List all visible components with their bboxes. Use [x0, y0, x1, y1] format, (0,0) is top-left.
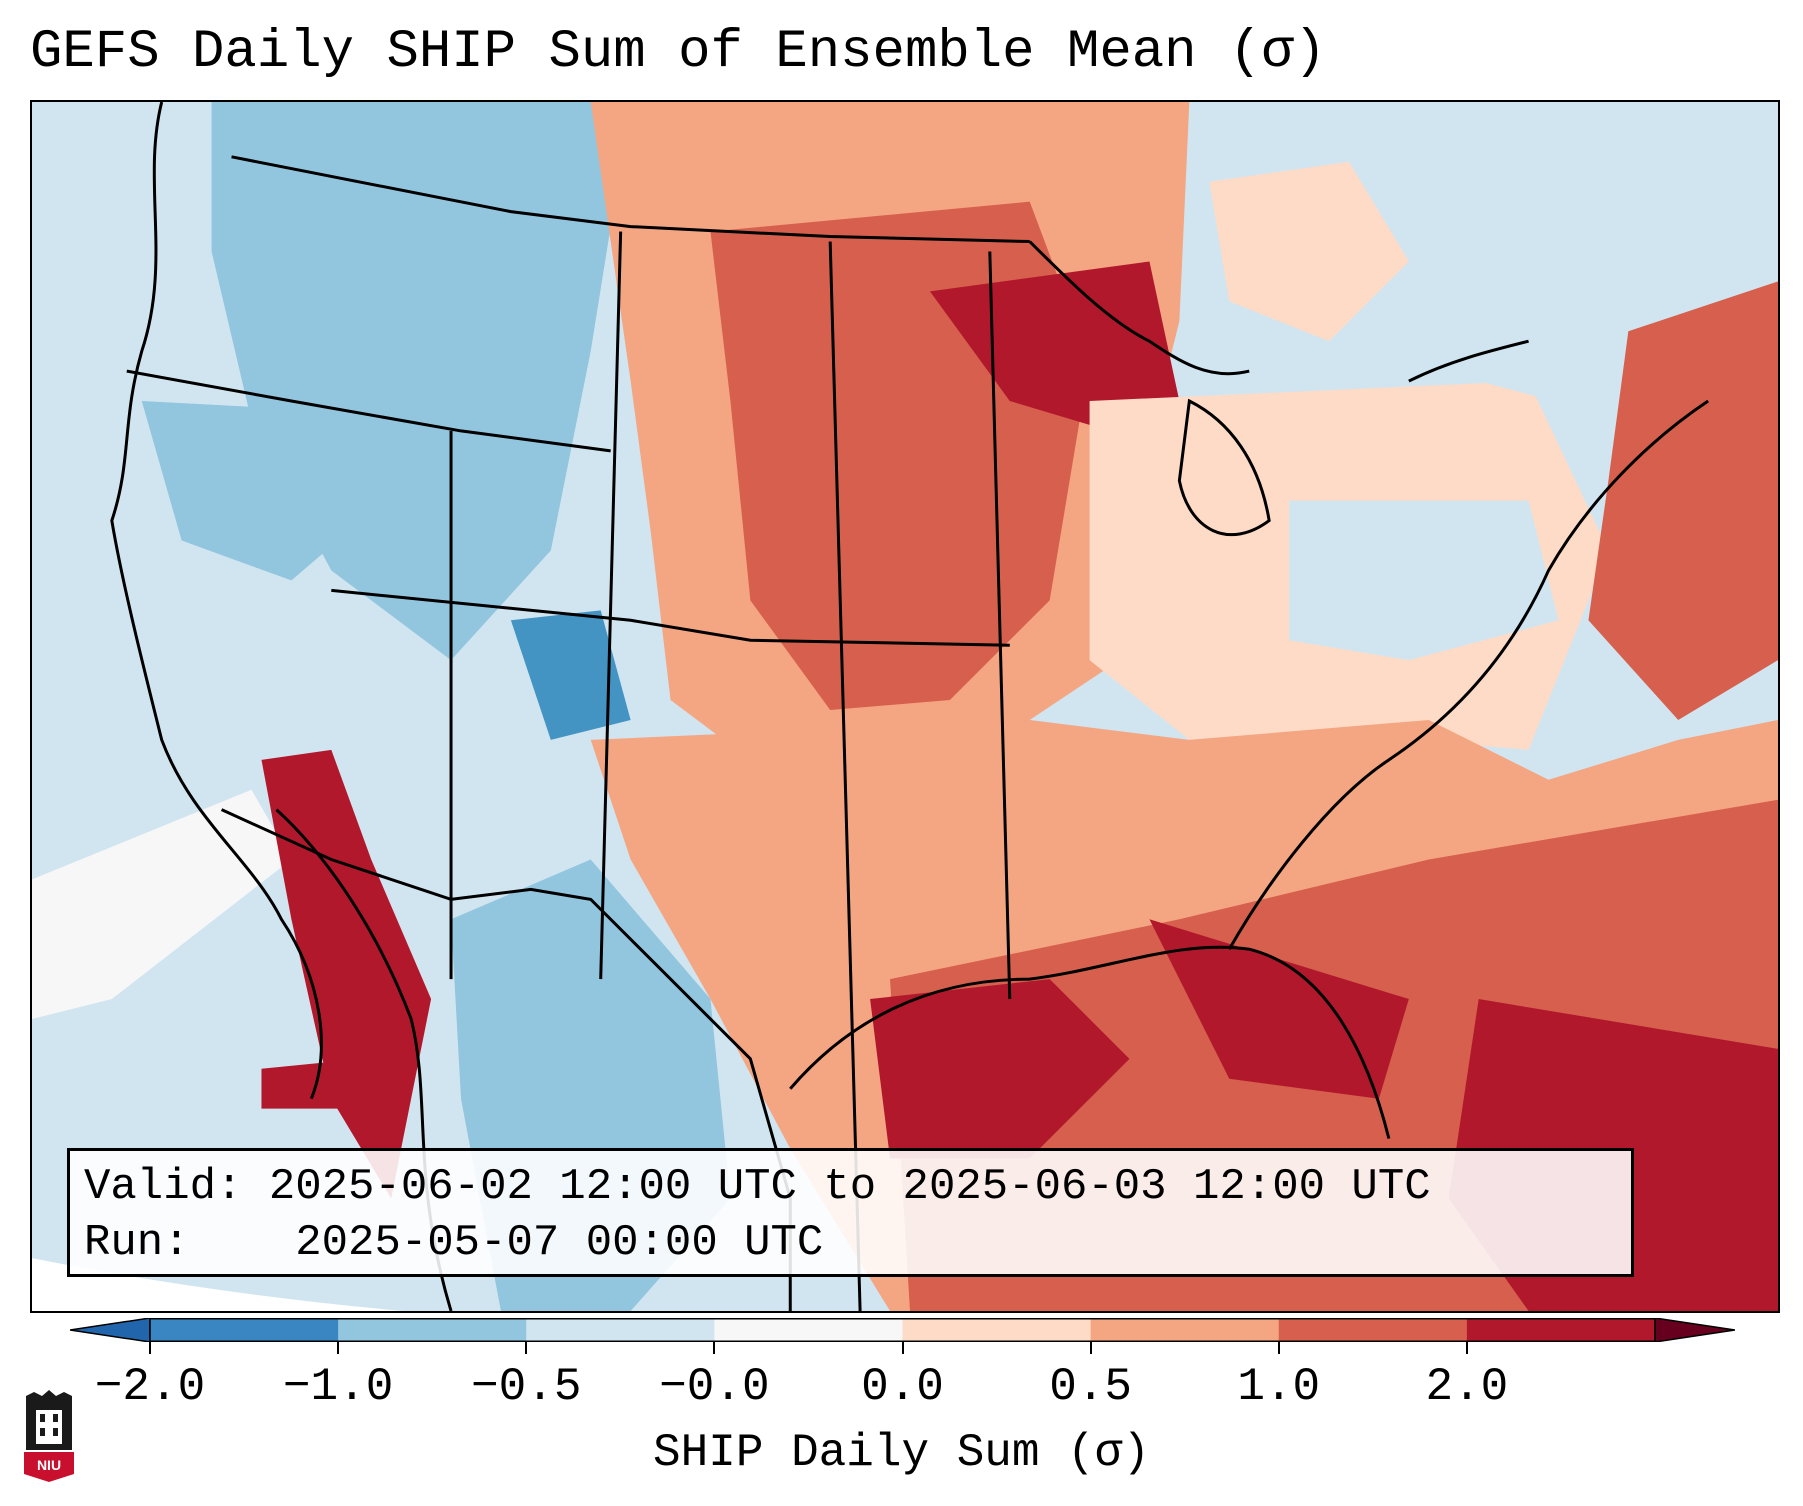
valid-label: Valid:: [84, 1162, 243, 1212]
colorbar-segment: [338, 1318, 527, 1342]
map-panel: [30, 100, 1780, 1313]
colorbar: [70, 1318, 1735, 1342]
logo-text: NIU: [37, 1457, 61, 1473]
ontario-lake-outline: [1408, 339, 1529, 383]
colorbar-label: SHIP Daily Sum (σ): [653, 1427, 1150, 1479]
colorbar-tick-mark: [337, 1342, 340, 1354]
colorbar-segment: [150, 1318, 339, 1342]
niu-logo: NIU: [24, 1390, 74, 1482]
logo-window: [36, 1410, 62, 1444]
projection-edge: [32, 1258, 404, 1311]
michigan-outline: [1177, 398, 1271, 537]
field-texas-coast-extreme: [870, 979, 1130, 1159]
mississippi-line: [988, 251, 1012, 1000]
mountain-meridian-2: [599, 231, 623, 980]
south-border-line: [331, 588, 1010, 647]
field-nevada-negative: [141, 401, 362, 581]
map-title: GEFS Daily SHIP Sum of Ensemble Mean (σ): [30, 22, 1327, 83]
valid-run-info-box: Valid: 2025-06-02 12:00 UTC to 2025-06-0…: [67, 1148, 1634, 1277]
colorbar-tick-label: −0.0: [659, 1361, 770, 1413]
colorbar-segment: [714, 1318, 903, 1342]
colorbar-tick-label: 2.0: [1425, 1361, 1509, 1413]
colorbar-under-arrow: [70, 1318, 151, 1342]
field-baja-extreme: [261, 749, 432, 1199]
gulf-coast-outline: [789, 945, 1391, 1139]
map-boundaries: [110, 102, 1709, 1311]
oregon-nevada-border: [126, 369, 611, 453]
colorbar-tick-label: 0.0: [861, 1361, 944, 1413]
colorbar-tick-label: 1.0: [1237, 1361, 1321, 1413]
colorbar-tick-label: −2.0: [94, 1361, 206, 1413]
colorbar-tick-mark: [1277, 1342, 1280, 1354]
colorbar-over-arrow: [1654, 1318, 1735, 1342]
valid-row: Valid: 2025-06-02 12:00 UTC to 2025-06-0…: [84, 1159, 1617, 1215]
field-atlantic-positive: [1588, 281, 1778, 720]
run-value: 2025-05-07 00:00 UTC: [295, 1218, 824, 1268]
field-pacific-extreme-patch: [261, 1058, 362, 1109]
field-pacific-neutral: [32, 789, 292, 1019]
logo-shield: [24, 1452, 74, 1482]
colorbar-tick-label: −0.5: [471, 1361, 582, 1413]
field-ontario-weak-positive: [1209, 161, 1409, 342]
valid-value: 2025-06-02 12:00 UTC to 2025-06-03 12:00…: [268, 1162, 1431, 1212]
colorbar-tick-mark: [149, 1342, 151, 1354]
colorbar-segment: [1278, 1318, 1468, 1342]
us-canada-border: [231, 155, 1030, 244]
colorbar-border: [149, 1318, 1656, 1342]
colorbar-segment: [1090, 1318, 1280, 1342]
colorbar-tick-mark: [901, 1342, 904, 1354]
colorbar-tick-label: −1.0: [282, 1361, 394, 1413]
run-row: Run: 2025-05-07 00:00 UTC: [84, 1215, 1617, 1271]
west-coast-outline: [110, 102, 323, 1100]
colorbar-tick-label: 0.5: [1049, 1361, 1133, 1413]
colorbar-tick-mark: [1089, 1342, 1092, 1354]
colorbar-tick-mark: [713, 1342, 716, 1354]
east-coast-outline: [1227, 399, 1709, 950]
ship-anomaly-map: [32, 102, 1778, 1311]
run-label: Run:: [84, 1218, 190, 1268]
field-ohio-negative: [1289, 500, 1559, 661]
superior-outline: [1028, 240, 1250, 376]
colorbar-tick-mark: [525, 1342, 528, 1354]
colorbar-segment: [902, 1318, 1092, 1342]
colorbar-segment: [1466, 1318, 1656, 1342]
colorbar-tick-mark: [1465, 1342, 1468, 1354]
colorbar-segment: [526, 1318, 715, 1342]
plains-meridian: [828, 241, 862, 1311]
field-colorado-strong-negative: [510, 610, 631, 740]
field-florida-extreme: [1149, 919, 1409, 1099]
